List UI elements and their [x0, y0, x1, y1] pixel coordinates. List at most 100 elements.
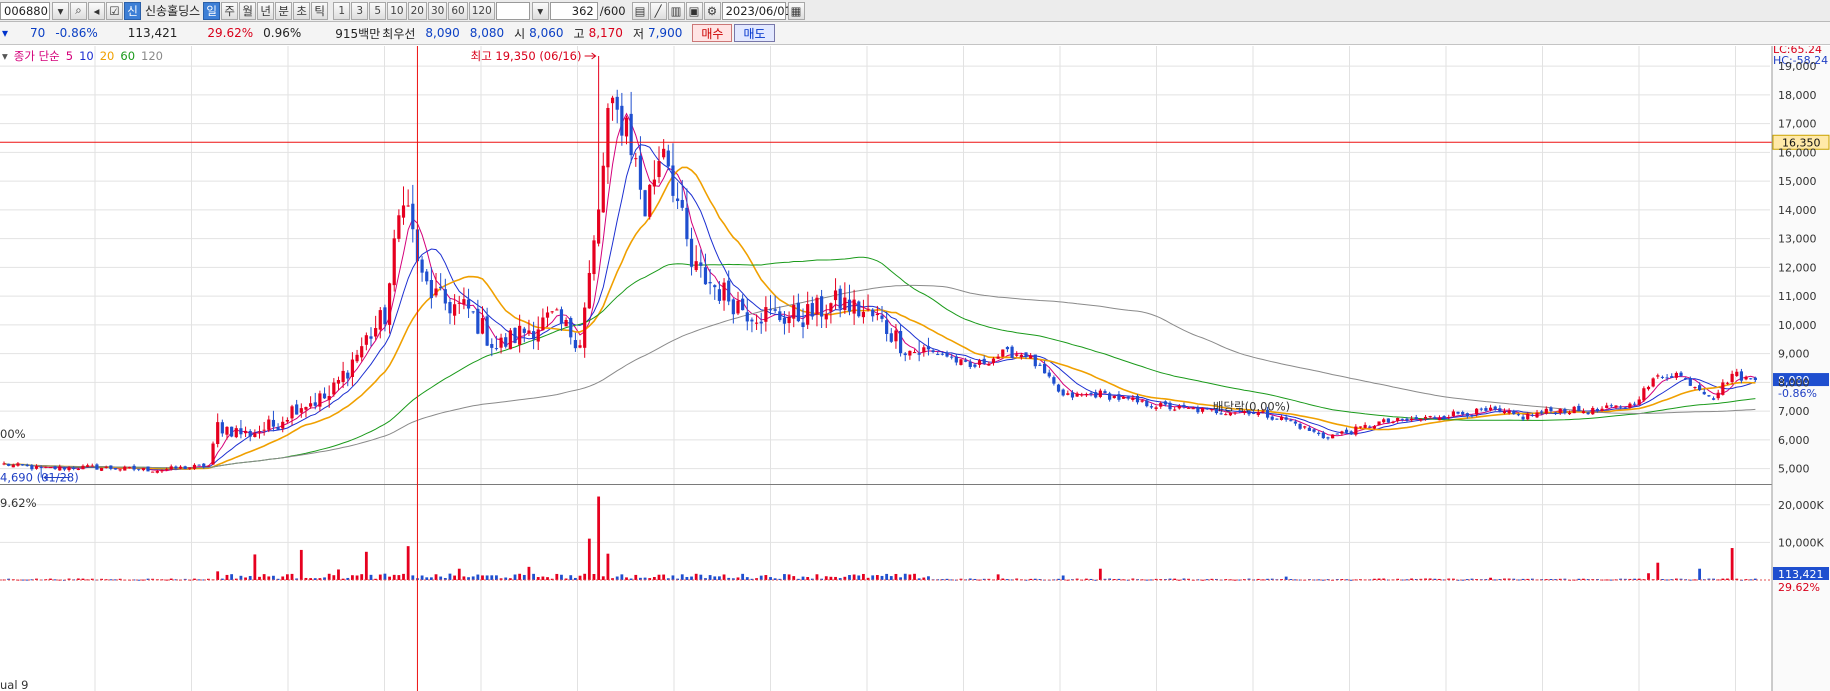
interval-tab-1[interactable]: 1: [333, 1, 351, 20]
volume-bar: [1373, 578, 1376, 580]
candle-body: [741, 298, 745, 311]
price-tick-label: 9,000: [1778, 348, 1810, 361]
candle-body: [81, 465, 85, 470]
candle-body: [866, 308, 870, 310]
legend-collapse-icon[interactable]: ▾: [2, 49, 8, 63]
candle-body: [355, 354, 359, 362]
volume-bar: [940, 579, 944, 581]
volume-bar: [922, 577, 926, 580]
volume-bar: [1507, 578, 1511, 580]
legend-periods: 5 10 20 60 120: [66, 49, 163, 63]
volume-bar: [583, 573, 587, 580]
interval-tab-5[interactable]: 5: [369, 1, 387, 20]
volume-bar: [796, 578, 800, 580]
volume-bar: [383, 573, 387, 580]
price-tick-label: 18,000: [1778, 89, 1817, 102]
candle-body: [1581, 411, 1586, 414]
period-tab-1[interactable]: 주: [221, 1, 239, 20]
candle-body: [977, 360, 982, 365]
candle-body: [99, 467, 104, 471]
candle-body: [624, 117, 629, 137]
candle-body: [564, 319, 568, 327]
checkbox-icon[interactable]: ☑: [106, 1, 123, 20]
candle-body: [615, 96, 619, 110]
interval-dropdown-icon[interactable]: ▾: [531, 1, 549, 20]
calendar-icon[interactable]: ▦: [787, 1, 805, 20]
volume-bar: [629, 578, 633, 580]
period-tab-6[interactable]: 틱: [311, 1, 329, 20]
volume-bar: [207, 578, 210, 580]
chart-type-icon[interactable]: ▤: [631, 1, 649, 20]
volume-bar: [272, 575, 275, 580]
ma-line-60: [3, 256, 1756, 469]
stock-code-input[interactable]: 006880: [0, 1, 50, 20]
sell-button[interactable]: 매도: [734, 24, 775, 42]
candle-body: [824, 314, 828, 320]
toggle-icon[interactable]: ▥: [667, 1, 685, 20]
axis-background: [1772, 46, 1830, 691]
volume-bar: [1498, 579, 1502, 581]
interval-tab-30[interactable]: 30: [427, 1, 448, 20]
volume-bar: [183, 578, 187, 580]
price-chart[interactable]: 최고 19,350 (06/16) 4,690 (01/28) 00% 9.62…: [0, 46, 1830, 691]
high-label: 고: [573, 26, 585, 41]
candle-body: [1182, 404, 1186, 407]
candle-body: [1247, 410, 1251, 415]
volume-bar: [174, 579, 178, 581]
interval-input[interactable]: [495, 1, 530, 20]
period-tab-3[interactable]: 년: [257, 1, 275, 20]
candle-body: [885, 320, 889, 334]
open-price: 8,060: [529, 26, 564, 40]
volume-bar: [369, 574, 373, 580]
volume-bar: [1628, 578, 1632, 580]
line-tool-icon[interactable]: ╱: [649, 1, 667, 20]
volume-bar: [1721, 578, 1725, 580]
period-tab-0[interactable]: 일: [203, 1, 221, 20]
interval-tab-120[interactable]: 120: [468, 1, 495, 20]
interval-tab-10[interactable]: 10: [387, 1, 407, 20]
volume-bar: [388, 576, 391, 580]
volume-bar: [253, 554, 257, 580]
interval-tab-20[interactable]: 20: [407, 1, 427, 20]
interval-tab-3[interactable]: 3: [351, 1, 369, 20]
candle-body: [476, 308, 480, 334]
interval-tab-60[interactable]: 60: [448, 1, 468, 20]
candle-body: [1289, 420, 1293, 422]
current-change-pct: -0.86%: [1778, 387, 1817, 400]
period-tab-4[interactable]: 분: [275, 1, 293, 20]
volume-bar: [1665, 579, 1669, 581]
candle-body: [1674, 372, 1678, 378]
save-icon[interactable]: ▣: [685, 1, 703, 20]
candle-body: [1163, 401, 1167, 405]
gear-icon[interactable]: ⚙: [703, 1, 721, 20]
candle-body: [843, 297, 847, 310]
volume-bar: [1400, 579, 1404, 581]
candle-body: [675, 198, 680, 202]
volume-bar: [1103, 578, 1107, 580]
period-tab-5[interactable]: 초: [293, 1, 311, 20]
volume-bar: [1345, 579, 1348, 581]
volume-bar: [1503, 578, 1506, 580]
dropdown-icon[interactable]: ▾: [52, 1, 69, 20]
candle-body: [420, 259, 424, 273]
candle-body: [689, 238, 694, 267]
candle-body: [183, 466, 187, 470]
period-tab-2[interactable]: 월: [239, 1, 257, 20]
candle-body: [248, 430, 252, 437]
volume-bar: [783, 574, 786, 580]
date-input[interactable]: 2023/06/01: [721, 1, 792, 20]
candle-body: [90, 465, 94, 467]
count-input[interactable]: 362: [549, 1, 598, 20]
candle-body: [1080, 394, 1084, 396]
volume-bar: [495, 575, 498, 580]
volume-bar: [508, 578, 512, 580]
volume-bar: [114, 579, 117, 581]
buy-button[interactable]: 매수: [692, 24, 733, 42]
volume-bar: [25, 579, 29, 581]
candle-body: [968, 361, 972, 367]
volume-bar: [1600, 579, 1604, 581]
volume-bar: [834, 576, 837, 580]
search-icon[interactable]: ⌕: [70, 1, 87, 20]
speaker-icon[interactable]: ◂: [88, 1, 105, 20]
volume-bar: [1256, 578, 1260, 580]
